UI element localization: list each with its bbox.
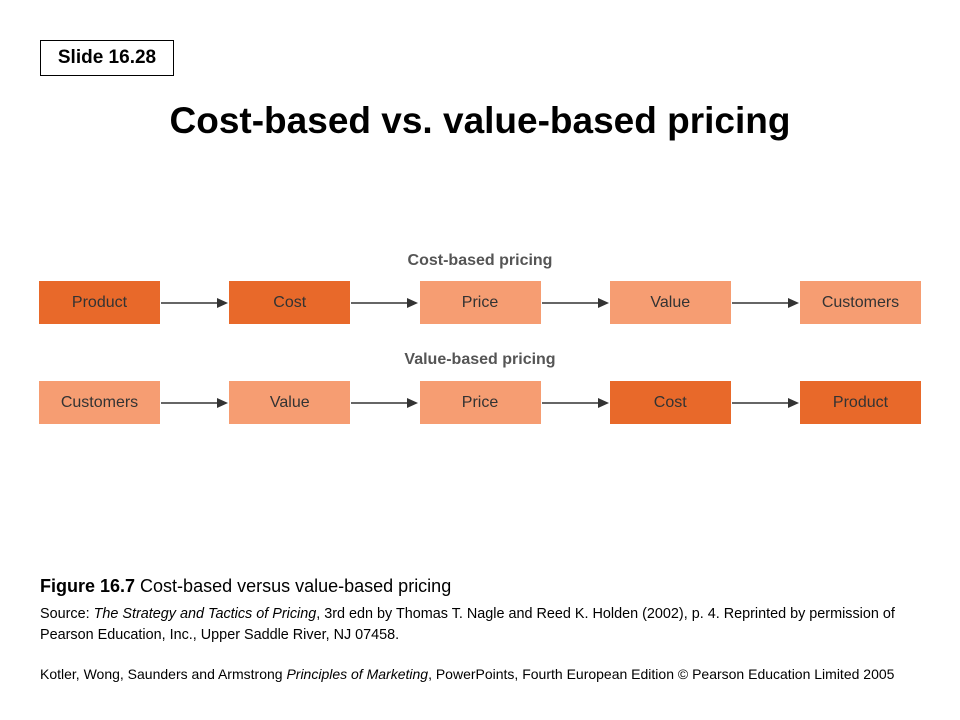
- flow-box-label: Product: [832, 393, 889, 411]
- arrow-right-icon: [541, 298, 609, 308]
- flow-box-cost: Cost: [229, 281, 351, 324]
- arrow-right-icon: [161, 398, 228, 408]
- flow-box-label: Cost: [653, 393, 687, 411]
- flow-box-product: Product: [39, 281, 160, 324]
- arrow-right-icon: [161, 298, 228, 308]
- flow-box-label: Value: [269, 393, 310, 411]
- source-details: , 3rd edn by Thomas T. Nagle and Reed K.…: [40, 606, 895, 643]
- flow-box-customers: Customers: [39, 381, 160, 424]
- footer-credit: Kotler, Wong, Saunders and Armstrong Pri…: [40, 666, 894, 682]
- footer-details: , PowerPoints, Fourth European Edition ©…: [428, 666, 895, 682]
- flow-box-label: Price: [461, 393, 499, 411]
- cost-based-flow: Product Cost Price Value Customers: [39, 281, 921, 324]
- figure-caption: Figure 16.7 Cost-based versus value-base…: [40, 576, 451, 597]
- flow-box-label: Product: [71, 293, 128, 311]
- flow-box-product: Product: [800, 381, 921, 424]
- flow-box-cost: Cost: [609, 381, 731, 424]
- slide-title: Cost-based vs. value-based pricing: [169, 100, 791, 141]
- figure-number: Figure 16.7: [40, 576, 136, 596]
- value-based-flow: Customers Value Price Cost Product: [39, 381, 921, 424]
- footer-book-title: Principles of Marketing: [286, 666, 429, 682]
- flow-box-price: Price: [419, 381, 541, 424]
- flow-box-label: Price: [461, 293, 499, 311]
- figure-caption-text: Cost-based versus value-based pricing: [135, 576, 452, 596]
- flow-box-price: Price: [419, 281, 541, 324]
- flow-box-value: Value: [609, 281, 731, 324]
- cost-based-heading: Cost-based pricing: [407, 252, 553, 269]
- value-based-heading: Value-based pricing: [404, 351, 556, 368]
- flow-box-label: Value: [650, 293, 691, 311]
- source-note: Source: The Strategy and Tactics of Pric…: [40, 604, 920, 646]
- arrow-right-icon: [731, 298, 799, 308]
- arrow-right-icon: [541, 398, 609, 408]
- arrow-right-icon: [351, 298, 419, 308]
- flow-box-value: Value: [229, 381, 351, 424]
- flow-box-customers: Customers: [800, 281, 921, 324]
- flow-box-label: Cost: [273, 293, 307, 311]
- flow-box-label: Customers: [821, 293, 900, 311]
- slide-number-badge: Slide 16.28: [40, 40, 174, 76]
- source-book-title: The Strategy and Tactics of Pricing: [93, 606, 317, 622]
- source-separator: :: [85, 606, 94, 622]
- footer-authors: Kotler, Wong, Saunders and Armstrong: [40, 666, 287, 682]
- arrow-right-icon: [351, 398, 419, 408]
- flow-box-label: Customers: [60, 393, 139, 411]
- source-label: Source: [40, 606, 86, 622]
- arrow-right-icon: [731, 398, 799, 408]
